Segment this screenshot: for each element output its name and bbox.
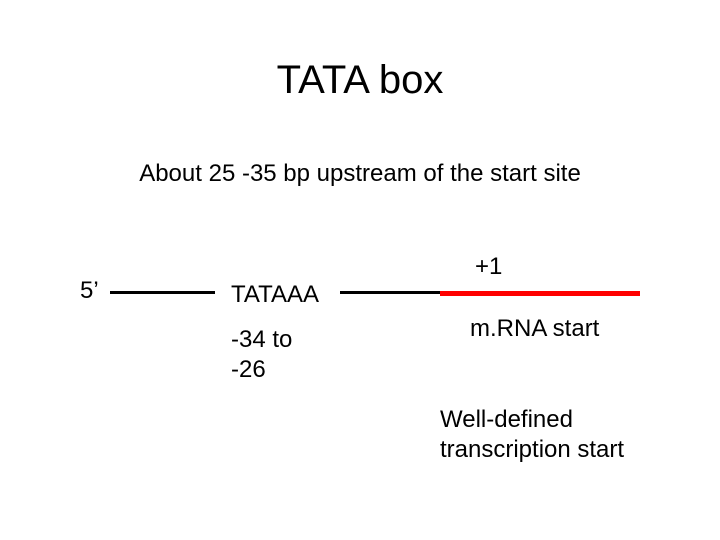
- mrna-start-label: m.RNA start: [470, 315, 599, 343]
- plus-one-label: +1: [475, 253, 502, 281]
- description-line2: transcription start: [440, 436, 624, 463]
- transcription-start-description: Well-defined transcription start: [440, 405, 624, 465]
- position-range-label: -34 to -26: [231, 325, 292, 385]
- mrna-segment: [440, 291, 640, 296]
- position-range-line2: -26: [231, 356, 266, 383]
- slide-title: TATA box: [0, 58, 720, 103]
- slide-container: TATA box About 25 -35 bp upstream of the…: [0, 0, 720, 540]
- tata-sequence-label: TATAAA: [231, 281, 319, 309]
- dna-segment-1: [110, 291, 215, 294]
- slide-subtitle: About 25 -35 bp upstream of the start si…: [0, 160, 720, 188]
- five-prime-label: 5’: [80, 277, 99, 305]
- position-range-line1: -34 to: [231, 326, 292, 353]
- dna-segment-2: [340, 291, 440, 294]
- description-line1: Well-defined: [440, 406, 573, 433]
